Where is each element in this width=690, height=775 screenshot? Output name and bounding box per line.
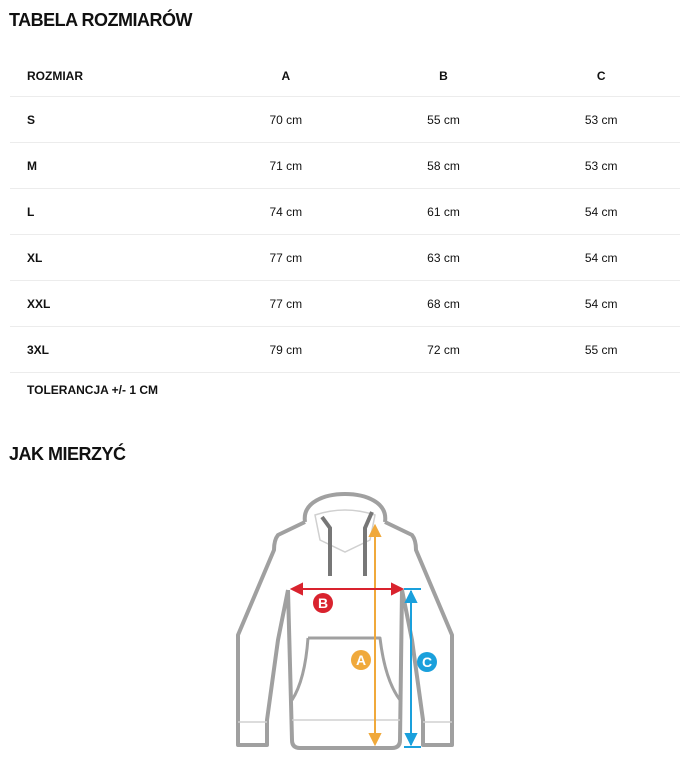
size-value: 55 cm — [364, 96, 523, 143]
size-value: 54 cm — [522, 234, 680, 281]
size-value: 77 cm — [207, 234, 365, 281]
size-label: L — [10, 188, 207, 235]
size-label: XL — [10, 234, 207, 281]
size-value: 77 cm — [207, 280, 365, 327]
size-value: 79 cm — [207, 326, 365, 373]
table-row: XXL 77 cm 68 cm 54 cm — [10, 280, 680, 327]
size-value: 72 cm — [364, 326, 523, 373]
hoodie-measurement-diagram: B A C — [236, 492, 454, 750]
size-value: 61 cm — [364, 188, 523, 235]
size-value: 54 cm — [522, 188, 680, 235]
label-b-badge — [313, 593, 333, 613]
measure-b-arrow — [289, 582, 405, 596]
table-row: XL 77 cm 63 cm 54 cm — [10, 234, 680, 281]
table-row: 3XL 79 cm 72 cm 55 cm — [10, 326, 680, 373]
column-header: C — [522, 55, 680, 97]
size-value: 58 cm — [364, 142, 523, 189]
table-row: L 74 cm 61 cm 54 cm — [10, 188, 680, 235]
size-value: 53 cm — [522, 142, 680, 189]
size-value: 70 cm — [207, 96, 365, 143]
size-value: 74 cm — [207, 188, 365, 235]
size-value: 71 cm — [207, 142, 365, 189]
size-label: S — [10, 96, 207, 143]
label-a-badge — [351, 650, 371, 670]
label-a: A — [356, 652, 366, 668]
size-value: 55 cm — [522, 326, 680, 373]
column-header: ROZMIAR — [10, 55, 207, 97]
size-value: 63 cm — [364, 234, 523, 281]
size-value: 54 cm — [522, 280, 680, 327]
size-table: ROZMIAR A B C S 70 cm 55 cm 53 cm M 71 cm 58 c… — [10, 55, 680, 373]
size-label: 3XL — [10, 326, 207, 373]
tolerance-note: TOLERANCJA +/- 1 CM — [27, 383, 159, 397]
size-value: 53 cm — [522, 96, 680, 143]
measure-c-arrow — [404, 588, 421, 748]
table-header-row: ROZMIAR A B C — [10, 55, 680, 97]
page-title: TABELA ROZMIARÓW — [9, 10, 192, 30]
table-row: M 71 cm 58 cm 53 cm — [10, 142, 680, 189]
column-header: B — [364, 55, 523, 97]
label-c-badge — [417, 652, 437, 672]
label-c: C — [422, 654, 432, 670]
size-label: M — [10, 142, 207, 189]
column-header: A — [207, 55, 365, 97]
drawstrings — [320, 511, 374, 576]
table-row: S 70 cm 55 cm 53 cm — [10, 96, 680, 143]
size-value: 68 cm — [364, 280, 523, 327]
measure-a-arrow — [368, 523, 382, 747]
hoodie-details — [238, 509, 452, 723]
label-b: B — [318, 595, 328, 611]
section-title: JAK MIERZYĆ — [9, 444, 126, 464]
size-label: XXL — [10, 280, 207, 327]
hoodie-outline — [236, 492, 454, 750]
